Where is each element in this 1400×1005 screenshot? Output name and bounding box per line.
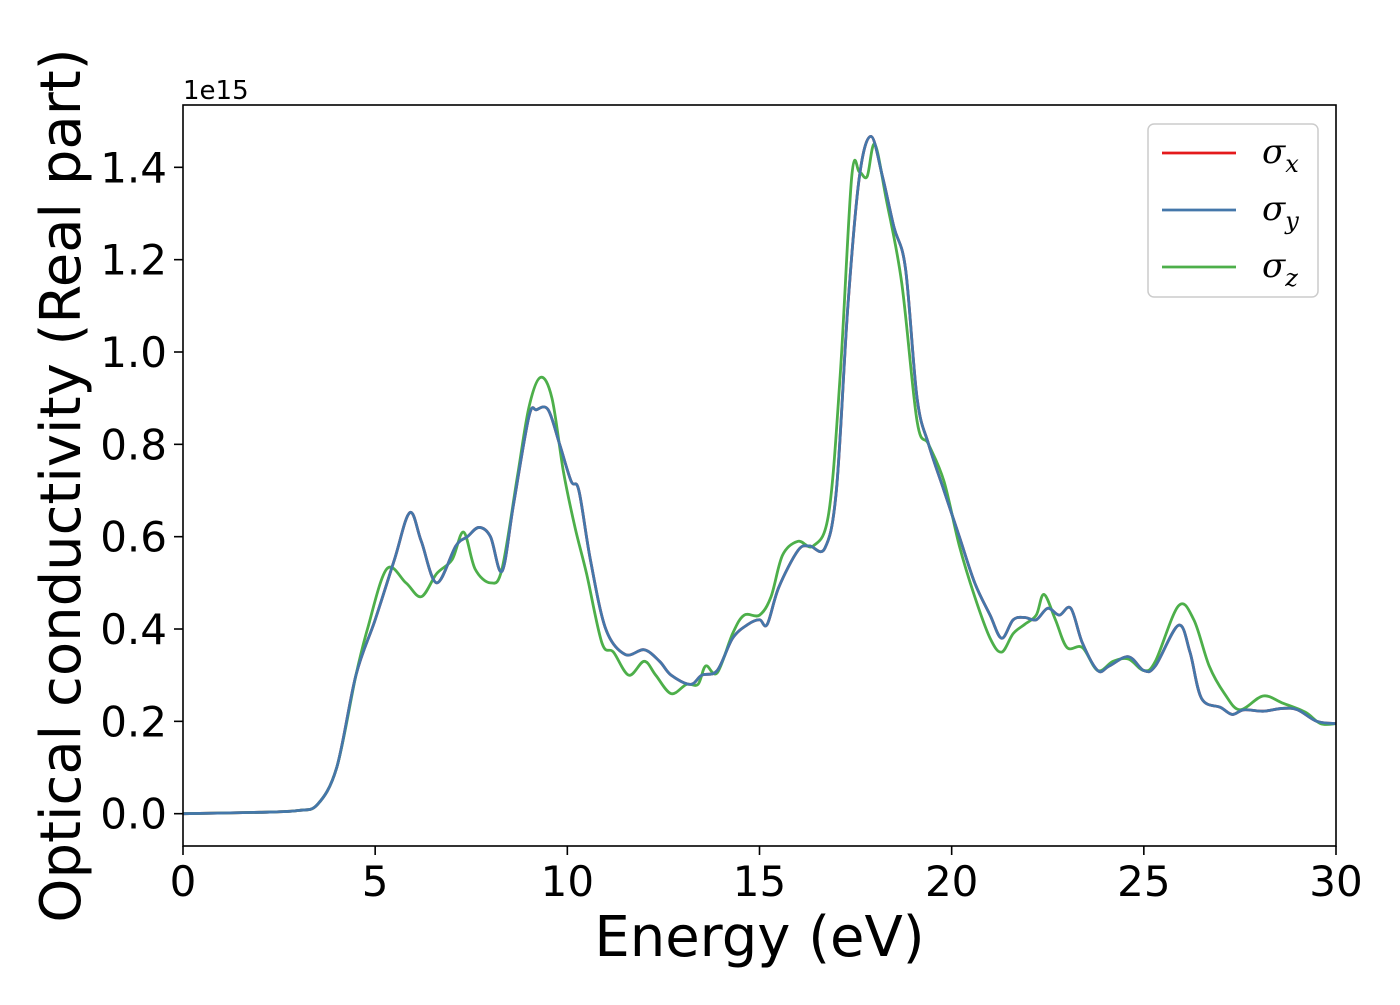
y-tick-label: 0.0	[100, 790, 167, 839]
y-axis: 0.0 0.2 0.4 0.6 0.8 1.0 1.2 1.4	[100, 143, 183, 839]
x-tick-label: 30	[1309, 857, 1362, 906]
y-tick-label: 1.4	[100, 143, 167, 192]
legend-label-sigma-z: σz	[1262, 246, 1298, 292]
y-tick-label: 1.0	[100, 328, 167, 377]
x-tick-label: 20	[925, 857, 978, 906]
y-axis-title: Optical conductivity (Real part)	[29, 48, 94, 922]
x-tick-label: 25	[1117, 857, 1170, 906]
x-tick-label: 15	[733, 857, 786, 906]
x-tick-label: 5	[362, 857, 389, 906]
x-axis: 0 5 10 15 20 25 30	[170, 846, 1363, 906]
series-line-sigma-y	[183, 134, 1336, 816]
x-axis-title: Energy (eV)	[594, 905, 924, 970]
legend: σx σy σz	[1147, 123, 1319, 298]
legend-label-sigma-x: σx	[1262, 132, 1299, 178]
y-tick-label: 0.6	[100, 513, 167, 562]
legend-label-sigma-y: σy	[1262, 189, 1299, 235]
x-tick-label: 0	[170, 857, 197, 906]
y-tick-label: 0.2	[100, 697, 167, 746]
y-offset-text: 1e15	[183, 76, 249, 106]
y-tick-label: 1.2	[100, 236, 167, 285]
series-layer	[183, 134, 1336, 816]
y-tick-label: 0.4	[100, 605, 167, 654]
y-tick-label: 0.8	[100, 420, 167, 469]
x-tick-label: 10	[541, 857, 594, 906]
